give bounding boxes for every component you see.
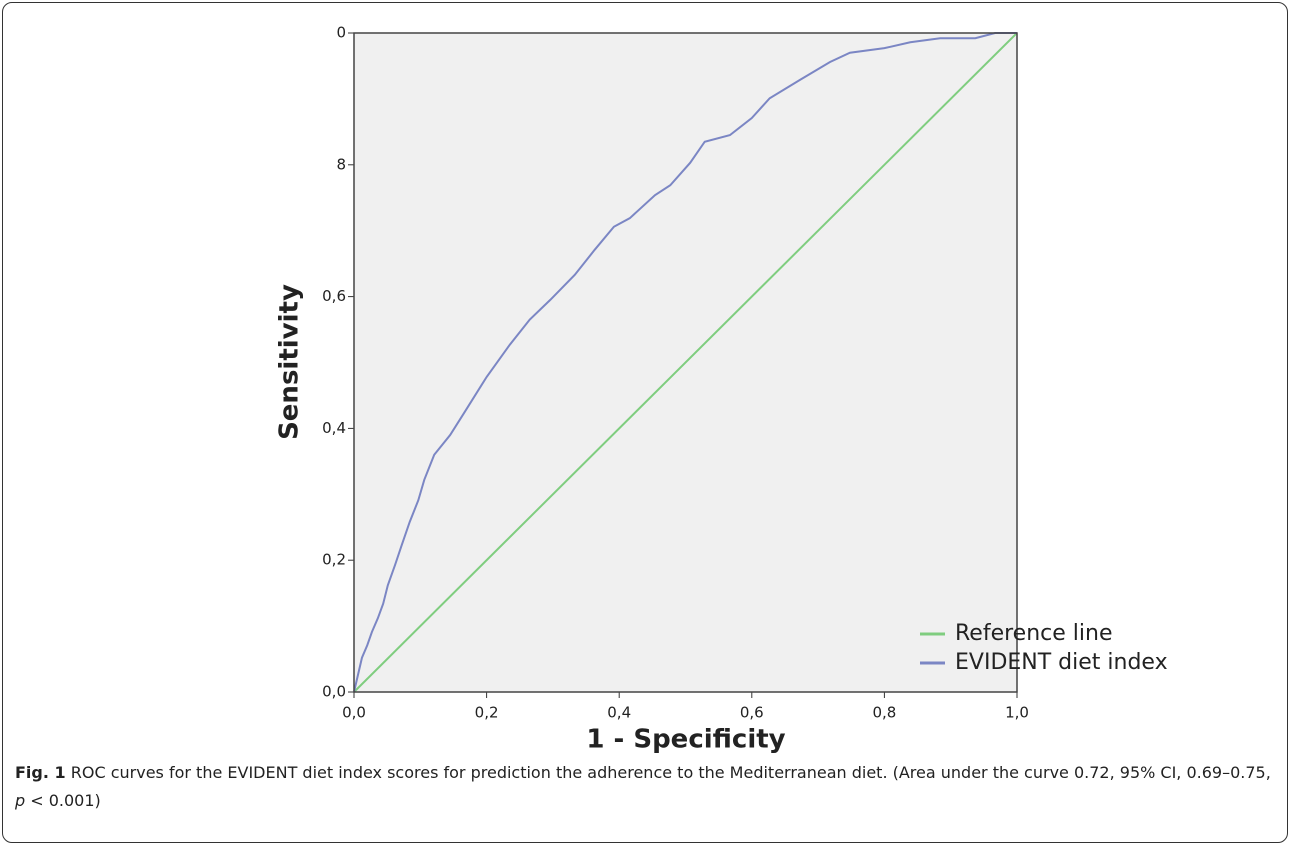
caption-p: p <box>15 791 26 810</box>
y-tick-label: 0,6 <box>322 287 346 305</box>
legend-label: Reference line <box>955 621 1112 646</box>
y-tick-label: 0 <box>336 24 346 42</box>
x-tick-label: 1,0 <box>1005 704 1029 722</box>
caption: Fig. 1 ROC curves for the EVIDENT diet i… <box>15 759 1277 815</box>
x-axis-title: 1 - Specificity <box>586 725 785 755</box>
series-line <box>353 32 1017 693</box>
x-tick-label: 0,2 <box>475 704 499 722</box>
x-tick-label: 0,0 <box>342 704 366 722</box>
plot-frame <box>353 32 1018 693</box>
caption-label: Fig. 1 <box>15 763 66 782</box>
y-tick-label: 0,2 <box>322 551 346 569</box>
caption-text: ROC curves for the EVIDENT diet index sc… <box>65 763 1271 782</box>
y-tick-label: 8 <box>336 155 346 173</box>
series-line <box>353 32 1018 693</box>
x-tick-label: 0,4 <box>607 704 631 722</box>
caption-end: < 0.001) <box>25 791 101 810</box>
x-tick-label: 0,8 <box>872 704 896 722</box>
x-tick-label: 0,6 <box>740 704 764 722</box>
y-tick-label: 0,4 <box>322 419 346 437</box>
y-tick-label: 0,0 <box>322 683 346 701</box>
legend-label: EVIDENT diet index <box>955 650 1168 675</box>
y-axis-title: Sensitivity <box>275 284 305 440</box>
